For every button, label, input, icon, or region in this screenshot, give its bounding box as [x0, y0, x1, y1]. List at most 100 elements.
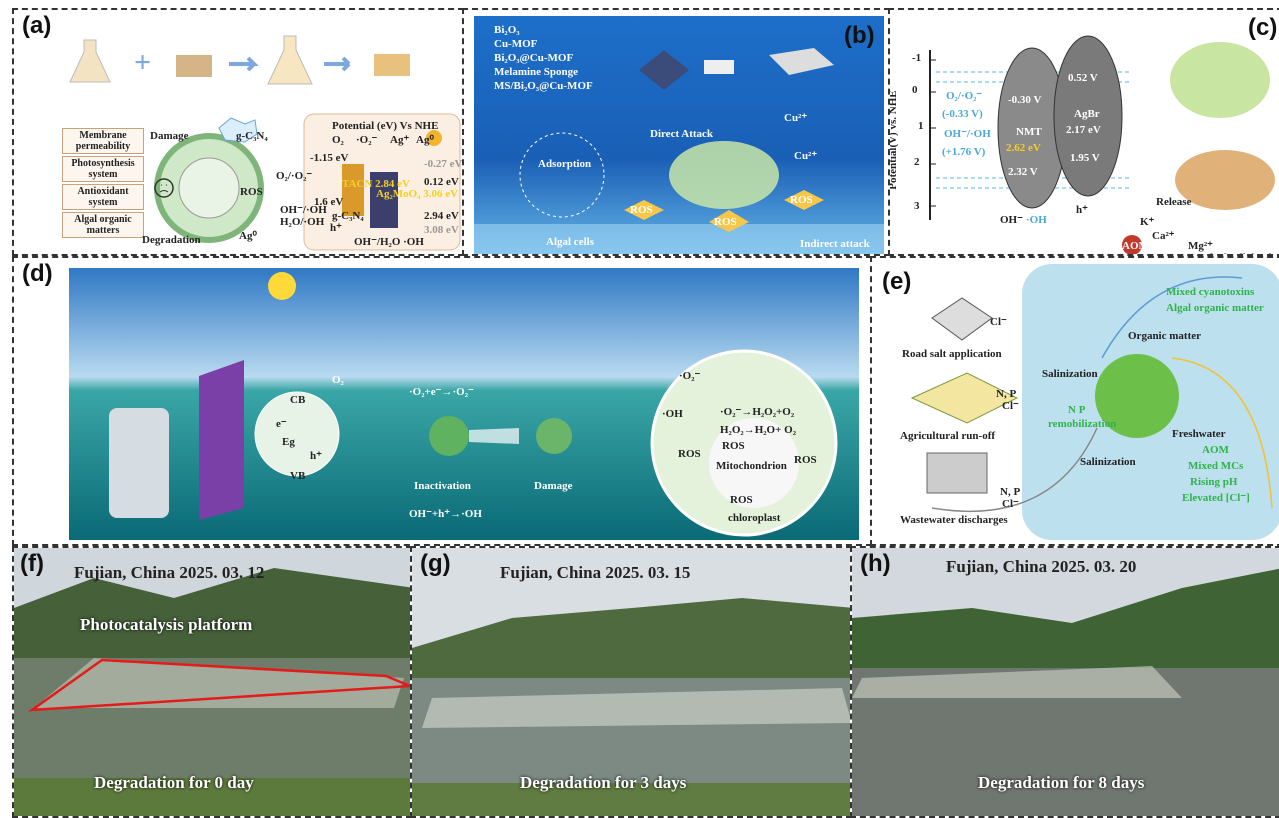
label: OH⁻/·OH	[280, 204, 327, 216]
panel-label: (d)	[22, 260, 53, 287]
label: 2	[914, 156, 920, 168]
label: O₂/·O₂⁻	[946, 90, 983, 102]
label: Mitochondrion	[716, 460, 787, 472]
svg-text:+: +	[134, 46, 151, 79]
label: Ag₂MoO₄ 3.06 eV	[376, 188, 459, 200]
label: Mg²⁺	[1188, 240, 1213, 252]
label: Freshwater	[1172, 428, 1226, 440]
label: Organic matter	[1128, 330, 1201, 342]
label: ROS	[240, 186, 263, 198]
label: 2.94 eV	[424, 210, 459, 222]
label: ROS	[790, 194, 813, 206]
panel-a-art: +	[69, 35, 461, 251]
label: Indirect attack	[800, 238, 870, 250]
label: VB	[290, 470, 306, 482]
label: N P	[1068, 404, 1086, 416]
label: Algal organic matters	[62, 212, 144, 238]
label: Road salt application	[902, 348, 1002, 360]
label: Adsorption	[538, 158, 592, 170]
label: O₂	[332, 374, 344, 386]
label: OH⁻/H₂O ·OH	[354, 236, 424, 248]
panel-c: (c) Potential(V) vs. NHE -1 0 1 2 3 O₂/·O₂⁻ (-0.…	[888, 8, 1279, 256]
label: Eg	[282, 436, 295, 448]
label: 2.17 eV	[1066, 124, 1101, 136]
label: Ag⁺	[390, 134, 410, 146]
label: N, P	[1000, 486, 1021, 498]
label: Bi₂O₃@Cu-MOF	[494, 52, 574, 64]
panel-e-art	[910, 264, 1279, 540]
label: remobilization	[1048, 418, 1117, 430]
label: -1.15 eV	[310, 152, 349, 164]
label: AgBr	[1074, 108, 1100, 120]
panel-b: (b) Bi₂O₃ Cu-MOF Bi₂O₃@Cu-MOF Melamine Spong…	[462, 8, 890, 256]
label: Ag⁰	[416, 134, 434, 146]
label: OH⁻	[1000, 214, 1023, 226]
label: Algal cell death	[1202, 252, 1275, 254]
label: 0	[912, 84, 918, 96]
label: h⁺	[330, 222, 342, 234]
panel-label: (h)	[860, 550, 891, 577]
label: Algal cells	[546, 236, 594, 248]
panel-h-art	[852, 548, 1279, 816]
label: O₂	[332, 134, 344, 146]
label: Mixed MCs	[1188, 460, 1244, 472]
panel-g-art	[412, 548, 850, 816]
panel-label: (b)	[844, 22, 875, 49]
label: Potential (eV) Vs NHE	[332, 120, 439, 132]
label: Salinization	[1080, 456, 1136, 468]
label: 2.62 eV	[1006, 142, 1041, 154]
label: AOM	[1202, 444, 1229, 456]
label: Cl⁻	[1002, 400, 1019, 412]
label: Ag⁰	[239, 230, 257, 242]
label: Algal organic matter	[1166, 302, 1264, 314]
label: Photocatalysis platform	[80, 615, 253, 634]
panel-d-art	[69, 268, 859, 540]
label: CB	[290, 394, 306, 406]
label: 0.12 eV	[424, 176, 459, 188]
label: Degradation	[142, 234, 201, 246]
label: ·O₂⁻→H₂O₂+O₂	[720, 406, 795, 418]
label: Fujian, China 2025. 03. 20	[946, 557, 1137, 576]
label: g-C₃N₄	[332, 210, 364, 222]
panel-label: (g)	[420, 550, 451, 577]
panel-e: (e) Road salt application Cl⁻ Agricultural …	[870, 256, 1279, 546]
label: Cu²⁺	[784, 112, 808, 124]
label: Cu-MOF	[494, 38, 538, 50]
label: Degradation for 3 days	[520, 773, 687, 792]
panel-label: (a)	[22, 12, 52, 39]
panel-label: (e)	[882, 268, 912, 295]
panel-h: (h) Fujian, China 2025. 03. 20 Degradation…	[850, 546, 1279, 818]
label: ROS	[730, 494, 753, 506]
label: Bi₂O₃	[494, 24, 520, 36]
label: K⁺	[1140, 216, 1155, 228]
label: (-0.33 V)	[942, 108, 983, 120]
label: e⁻	[276, 418, 287, 430]
label: ·O₂⁻	[356, 134, 378, 146]
label: Antioxidant system	[62, 184, 144, 210]
label: ·O₂+e⁻→·O₂⁻	[409, 386, 474, 398]
label: Cl⁻	[990, 316, 1007, 328]
label: Degradation for 0 day	[94, 773, 254, 792]
label: OH⁻+h⁺→·OH	[409, 508, 482, 520]
label: -1	[912, 52, 922, 64]
panel-a: + (a) Membrane permeability Photosynthesis…	[12, 8, 464, 256]
label: Salinization	[1042, 368, 1098, 380]
panel-label: (c)	[1248, 14, 1278, 41]
panel-f: (f) Fujian, China 2025. 03. 12 Photocataly…	[12, 546, 412, 818]
panel-b-art	[474, 16, 884, 254]
label: Rising pH	[1190, 476, 1238, 488]
label: 1.6 eV	[314, 196, 344, 208]
label: Release	[1156, 196, 1192, 208]
label: Melamine Sponge	[494, 66, 579, 78]
label: O₂/·O₂⁻	[276, 170, 313, 182]
label: Degradation for 8 days	[978, 773, 1145, 792]
label: -0.30 V	[1008, 94, 1042, 106]
label: Elevated [Cl⁻]	[1182, 492, 1250, 504]
label: ROS	[678, 448, 701, 460]
panel-f-art	[14, 548, 410, 816]
label: Fujian, China 2025. 03. 15	[500, 563, 691, 582]
label: Membrane permeability	[62, 128, 144, 154]
label: h⁺	[310, 450, 322, 462]
label: ·OH	[662, 408, 683, 420]
